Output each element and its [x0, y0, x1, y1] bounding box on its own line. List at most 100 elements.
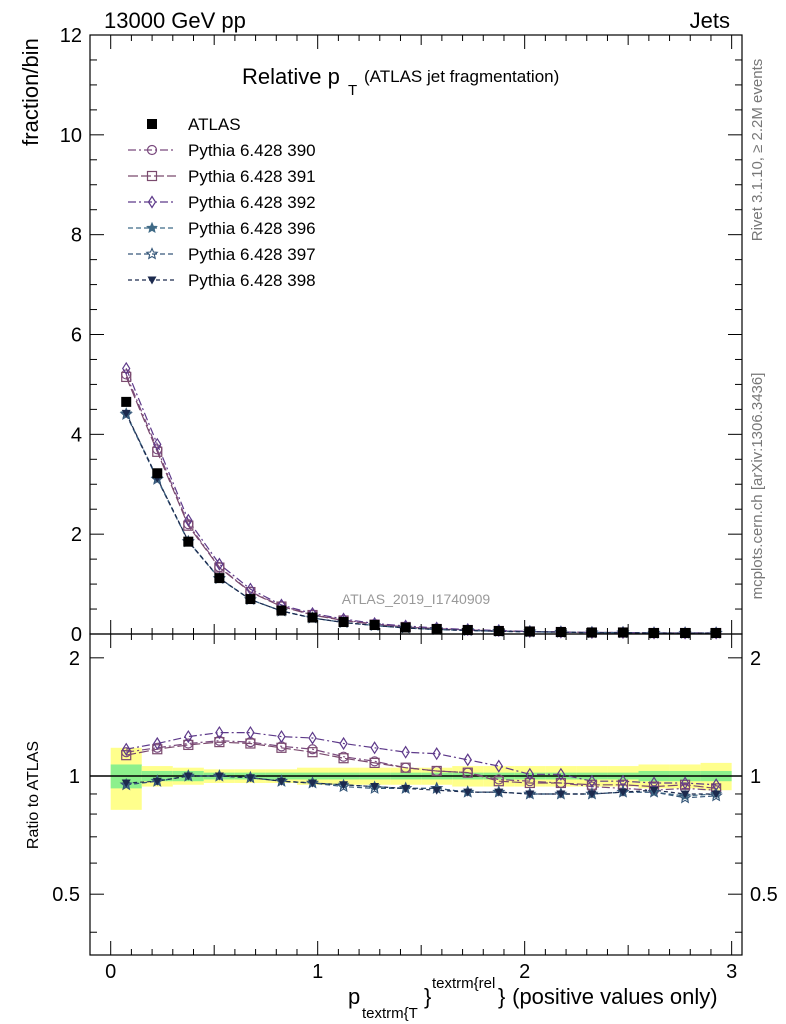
- data-point: [152, 468, 163, 479]
- ratio-series-point: [338, 753, 349, 764]
- rivet-label: Rivet 3.1.10, ≥ 2.2M events: [749, 59, 766, 242]
- ratio-series-point: [245, 774, 255, 783]
- data-point: [649, 628, 660, 639]
- series-point: [183, 520, 194, 531]
- process-label: Jets: [689, 8, 730, 33]
- ratio-series-point: [122, 742, 131, 756]
- ratio-series-point: [214, 772, 224, 781]
- legend-entry: Pythia 6.428 391: [128, 167, 316, 186]
- ratio-series-point: [183, 772, 193, 781]
- ratio-series-point: [339, 736, 348, 751]
- ratio-series-point: [152, 744, 163, 755]
- ratio-y-tick-label-right: 1: [750, 766, 761, 788]
- series-point: [215, 557, 224, 571]
- ratio-series-point: [556, 790, 566, 799]
- ratio-series-point: [121, 750, 132, 761]
- xlabel-rest: (positive values only): [506, 984, 718, 1009]
- legend-entry: Pythia 6.428 392: [128, 193, 316, 212]
- series-point: [153, 437, 162, 451]
- ratio-series-point: [462, 767, 473, 778]
- ratio-series-point: [370, 783, 380, 792]
- data-point: [617, 627, 628, 638]
- series-point: [184, 513, 193, 527]
- legend-marker: [147, 195, 157, 209]
- series-point: [121, 371, 132, 383]
- chart-title: Relative p T (ATLAS jet fragmentation): [242, 64, 559, 99]
- y-tick-label: 4: [71, 424, 82, 446]
- legend-label: Pythia 6.428 397: [188, 245, 316, 264]
- ratio-series-point: [525, 790, 535, 799]
- legend-marker: [146, 144, 158, 156]
- ratio-series-point: [153, 736, 162, 751]
- xlabel-p: p: [348, 984, 360, 1009]
- legend-marker: [147, 276, 157, 285]
- ratio-series-point: [525, 767, 535, 781]
- y-tick-label: 6: [71, 325, 82, 347]
- ratio-series-point: [678, 790, 692, 804]
- ratio-series-point: [370, 741, 379, 755]
- data-point: [586, 627, 597, 638]
- legend: ATLAS Pythia 6.428 390 Pythia 6.428 391 Pyt…: [128, 115, 316, 290]
- data-point: [338, 617, 349, 628]
- ratio-series-point: [308, 779, 318, 788]
- data-point: [431, 624, 442, 635]
- x-tick-label: 0: [105, 961, 116, 983]
- ratio-series-point: [680, 790, 690, 799]
- x-tick-label: 3: [726, 961, 737, 983]
- ratio-series-point: [587, 774, 597, 788]
- ratio-series-point: [277, 729, 286, 744]
- ratio-series-point: [556, 767, 566, 781]
- ratio-series-point: [401, 784, 411, 793]
- svg-text:Relative p: Relative p: [242, 64, 340, 89]
- data-point: [711, 628, 722, 639]
- data-point: [462, 625, 473, 636]
- x-axis-label: p textrm{T } textrm{rel } (positive valu…: [348, 975, 718, 1022]
- legend-label: Pythia 6.428 392: [188, 193, 316, 212]
- y-tick-label: 8: [71, 225, 82, 247]
- data-point: [214, 573, 225, 584]
- ratio-y-tick-label: 1: [69, 766, 80, 788]
- data-point: [245, 594, 256, 605]
- data-point: [369, 620, 380, 631]
- ratio-series-point: [152, 777, 162, 786]
- ratio-y-tick-label-right: 0.5: [750, 884, 778, 906]
- xlabel-brace-1: }: [424, 984, 431, 1009]
- ratio-series-point: [432, 786, 442, 795]
- series-point: [152, 446, 163, 457]
- ratio-series-line: [126, 731, 717, 786]
- ratio-series-point: [400, 762, 411, 773]
- legend-entry: ATLAS: [147, 115, 241, 134]
- ratio-series-line: [126, 775, 717, 795]
- legend-entry: Pythia 6.428 390: [128, 141, 316, 160]
- series-point: [121, 409, 131, 418]
- ratio-series-point: [680, 776, 690, 790]
- ratio-series-point: [711, 790, 721, 799]
- ratio-series-point: [183, 739, 194, 751]
- ratio-series-point: [308, 731, 317, 745]
- legend-label: ATLAS: [188, 115, 241, 134]
- analysis-label: ATLAS_2019_I1740909: [342, 591, 491, 607]
- xlabel-superscript: textrm{rel: [432, 975, 495, 992]
- x-tick-label: 2: [519, 961, 530, 983]
- ratio-y-axis-label: Ratio to ATLAS: [25, 741, 42, 849]
- ratio-series-point: [121, 779, 131, 788]
- title-rest: (ATLAS jet fragmentation): [364, 67, 559, 86]
- ratio-series-point: [494, 788, 504, 797]
- data-point: [493, 626, 504, 637]
- data-point: [400, 622, 411, 633]
- data-point: [555, 627, 566, 638]
- ratio-series-point: [246, 725, 255, 740]
- y-tick-label: 2: [71, 524, 82, 546]
- legend-label: Pythia 6.428 390: [188, 141, 316, 160]
- ratio-y-tick-label: 2: [69, 648, 80, 670]
- ratio-series-point: [587, 790, 597, 799]
- data-point: [680, 628, 691, 639]
- data-point: [121, 396, 132, 407]
- legend-marker: [145, 247, 159, 260]
- legend-marker: [147, 119, 157, 129]
- ratio-series-point: [184, 729, 193, 744]
- legend-entry: Pythia 6.428 397: [128, 245, 316, 264]
- series-point: [122, 361, 131, 376]
- ratio-series-point: [369, 757, 380, 768]
